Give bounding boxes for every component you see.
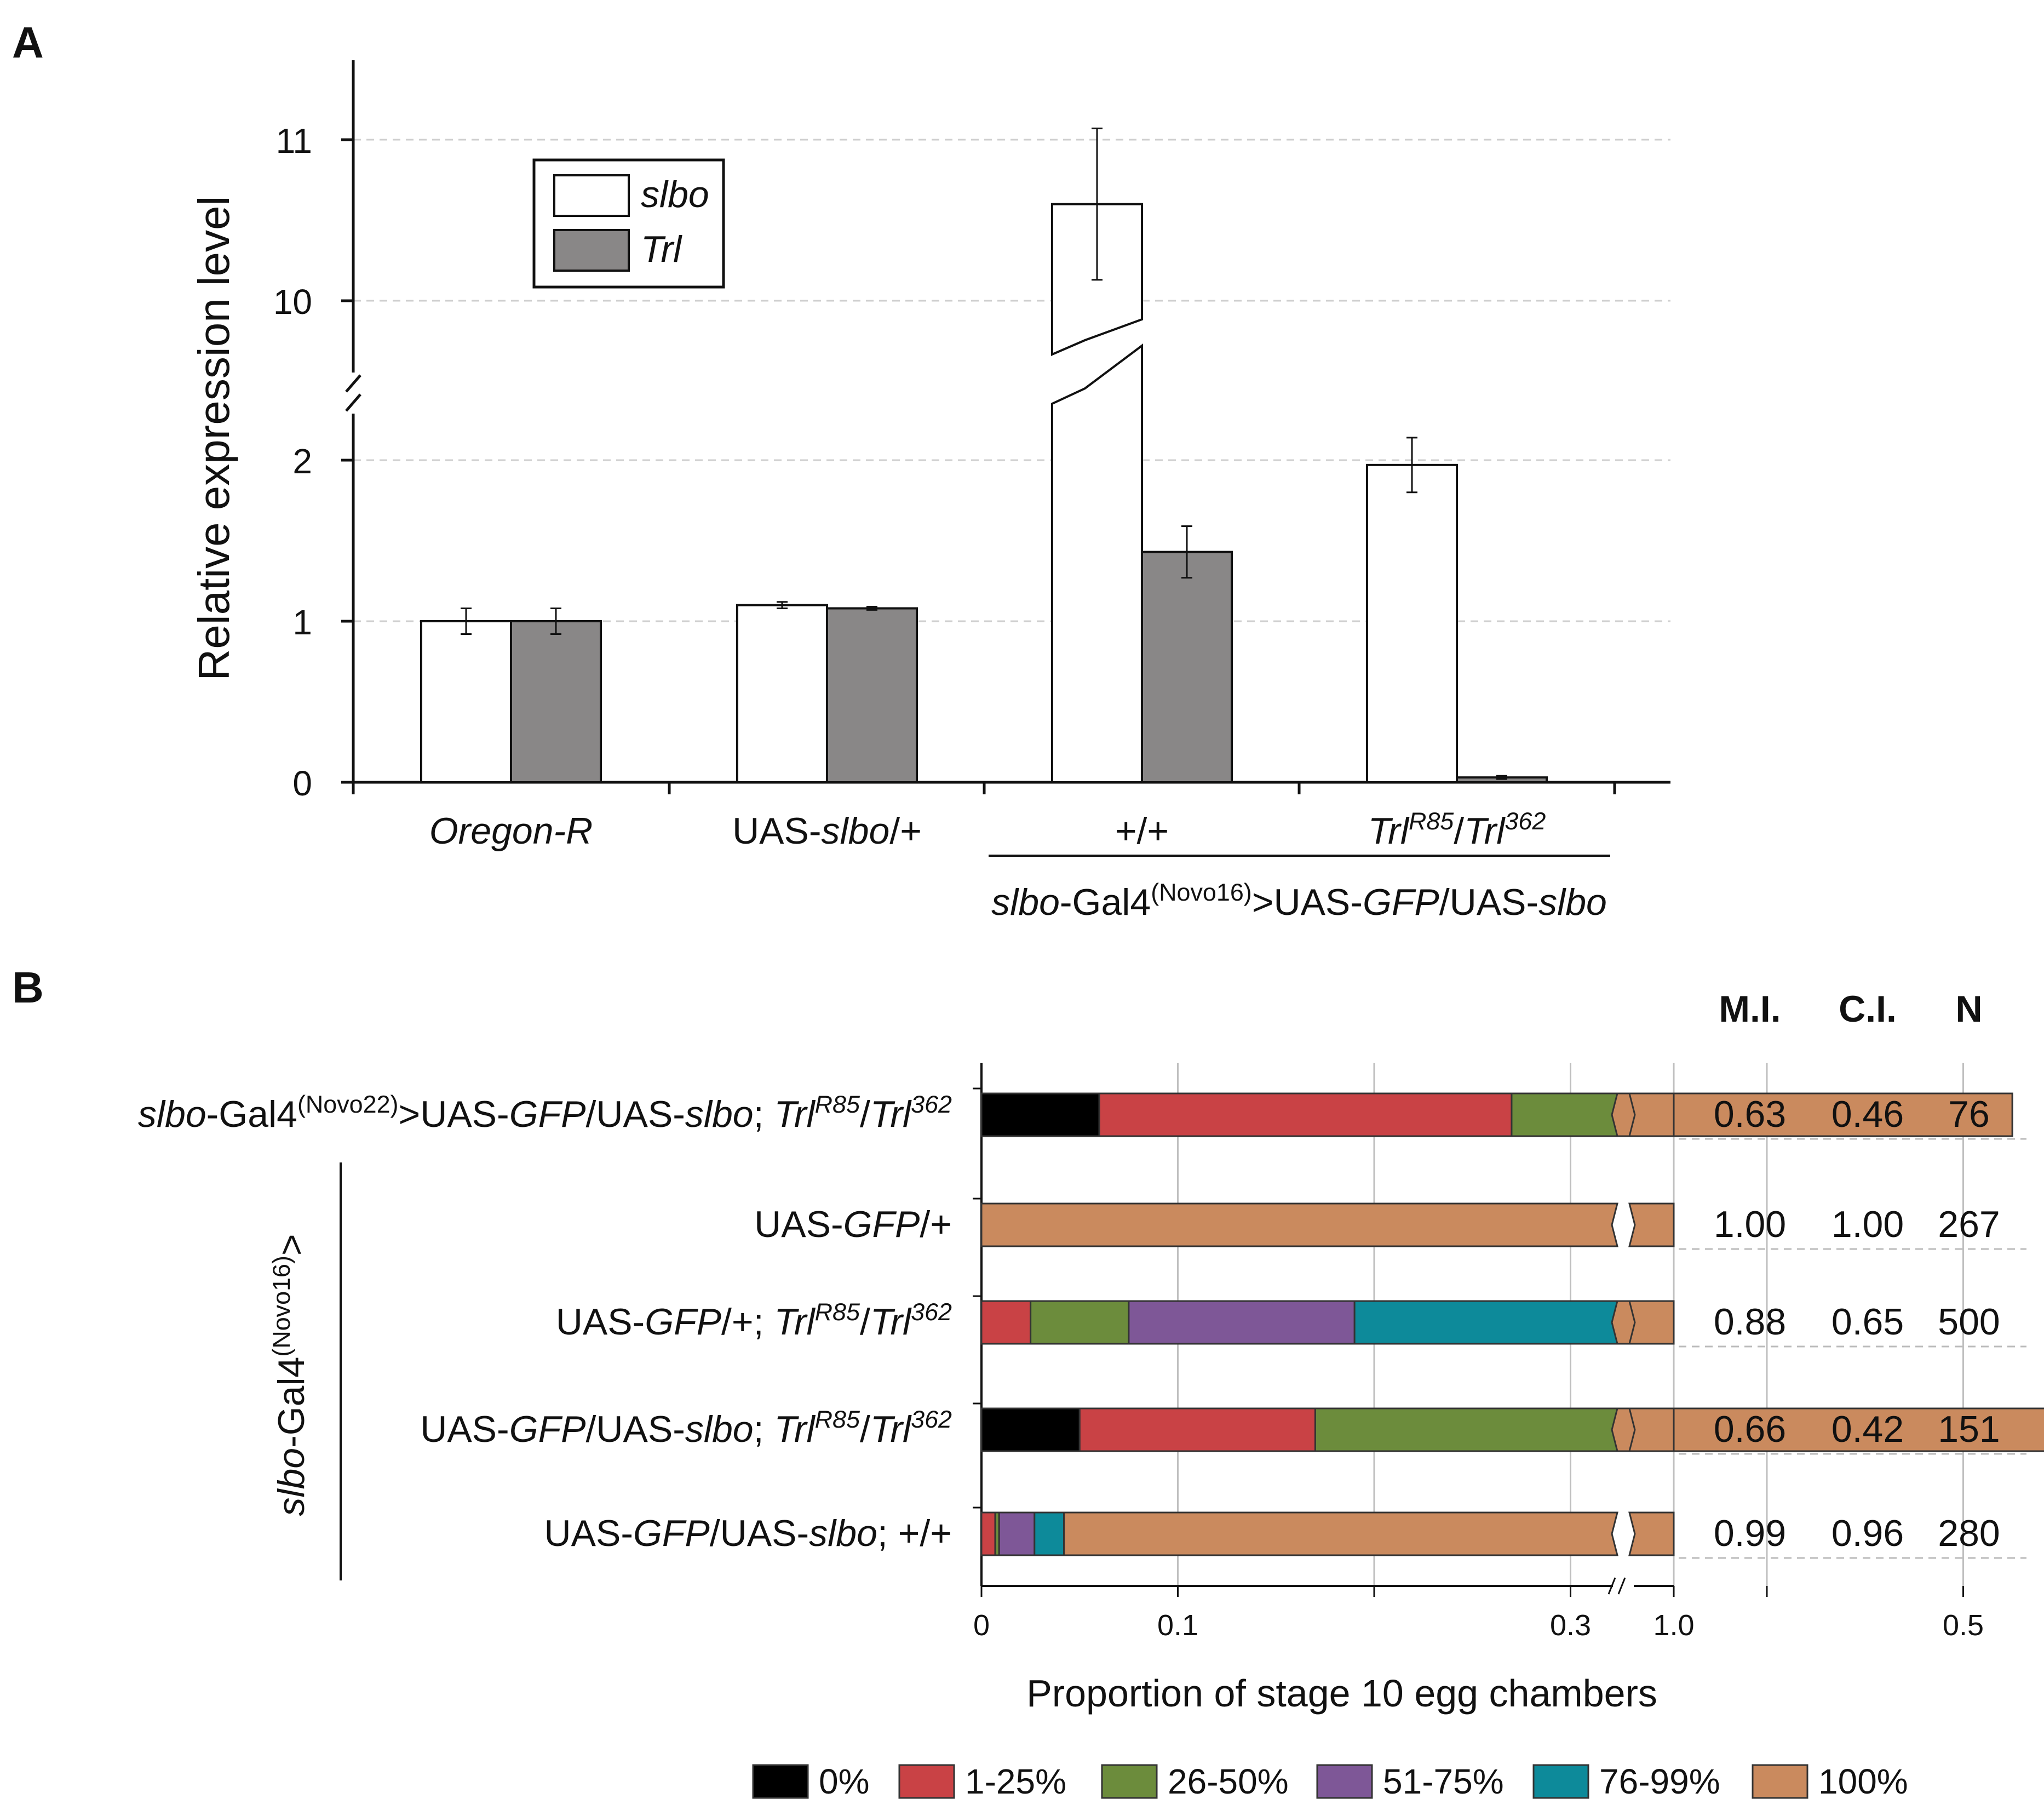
legend-label: 51-75% (1383, 1762, 1504, 1801)
mi-value: 0.66 (1714, 1408, 1786, 1450)
bar-segment-76-99% (1353, 1300, 1660, 1345)
y-tick-label: 10 (273, 282, 312, 322)
legend-swatch (898, 1764, 955, 1799)
panel-b-label: B (12, 963, 44, 1012)
y-tick-label: 0 (292, 764, 312, 803)
bar-segment-1-25% (1098, 1092, 1513, 1137)
legend-label: 26-50% (1168, 1762, 1289, 1801)
bar-segment-26-50% (1314, 1407, 1670, 1452)
group-label: UAS-slbo/+ (732, 810, 922, 852)
bar-lower-slbo (1051, 343, 1143, 783)
bar-segment-51-75% (998, 1511, 1036, 1556)
axis-break-mark (345, 393, 361, 412)
mi-value: 1.00 (1714, 1204, 1786, 1245)
n-value: 280 (1938, 1513, 2000, 1554)
legend-label-Trl: Trl (641, 228, 682, 270)
x-tick-label: 0.3 (1550, 1609, 1591, 1642)
legend-label: 0% (819, 1762, 870, 1801)
row-label: UAS-GFP/+; TrlR85/Trl362 (556, 1298, 952, 1343)
legend-swatch (752, 1764, 809, 1799)
bar-segment-1-25% (980, 1511, 996, 1556)
legend-label: 1-25% (965, 1762, 1066, 1801)
row-label: UAS-GFP/UAS-slbo; +/+ (544, 1513, 952, 1554)
bar-segment-1-25% (980, 1300, 1032, 1345)
row-label: UAS-GFP/UAS-slbo; TrlR85/Trl362 (420, 1405, 952, 1450)
bar-segment-100%-tail (1628, 1300, 1675, 1345)
panel-a-label: A (12, 18, 44, 67)
mi-value: 0.63 (1714, 1093, 1786, 1135)
n-value: 151 (1938, 1408, 2000, 1450)
bar-segment-100% (1063, 1511, 1618, 1556)
bar-Trl (510, 620, 602, 783)
x-tick-label: 1.0 (1653, 1609, 1694, 1642)
legend-swatch-Trl (553, 229, 630, 272)
legend-label-slbo: slbo (641, 174, 709, 215)
panel-b-chart: 0 0.1 0.3 0.5 1.0 Proportion of stage 10 egg … (138, 988, 2044, 1801)
ci-value: 0.65 (1831, 1301, 1904, 1343)
y-tick-label: 11 (276, 121, 312, 161)
bar-segment-0% (980, 1407, 1081, 1452)
legend-swatch (1532, 1764, 1589, 1799)
legend-label: 76-99% (1599, 1762, 1720, 1801)
x-tick-label: 0.5 (1943, 1609, 1984, 1642)
bar-Trl (1141, 551, 1233, 784)
bar-slbo (736, 604, 828, 783)
n-value: 267 (1938, 1204, 2000, 1245)
panel-a-chart: 0 1 2 10 11 Relative expression level Oregon-R… (190, 60, 1670, 923)
side-group-label: slbo-Gal4(Novo16)> (267, 1234, 312, 1516)
ci-value: 0.46 (1831, 1093, 1904, 1135)
bar-segment-1-25% (1078, 1407, 1316, 1452)
y-tick-label: 1 (292, 603, 312, 642)
legend-swatch-slbo (553, 174, 630, 217)
bar-segment-76-99% (1034, 1511, 1065, 1556)
bar-segment-100% (1611, 1407, 2044, 1452)
bar-segment-100%-tail (1628, 1092, 1675, 1137)
group-label: +/+ (1115, 810, 1169, 852)
y-tick-label: 2 (292, 442, 312, 481)
ci-value: 0.96 (1831, 1513, 1904, 1554)
row-label: slbo-Gal4(Novo22)>UAS-GFP/UAS-slbo; TrlR… (138, 1090, 952, 1135)
legend-swatch (1752, 1764, 1808, 1799)
legend-swatch (1101, 1764, 1158, 1799)
x-tick-label: 0.1 (1157, 1609, 1198, 1642)
axis-break-mark (345, 374, 361, 393)
bar-slbo (420, 620, 512, 783)
bracket-label: slbo-Gal4(Novo16)>UAS-GFP/UAS-slbo (991, 878, 1607, 923)
legend-swatch (1316, 1764, 1373, 1799)
ci-value: 1.00 (1831, 1204, 1904, 1245)
n-value: 76 (1948, 1093, 1990, 1135)
bar-Trl (826, 607, 918, 783)
row-label: UAS-GFP/+ (754, 1204, 952, 1245)
y-axis-title: Relative expression level (190, 196, 238, 681)
column-header: C.I. (1839, 988, 1897, 1030)
bar-segment-100%-tail (1628, 1202, 1675, 1247)
x-axis-title: Proportion of stage 10 egg chambers (1026, 1672, 1657, 1715)
legend-label: 100% (1818, 1762, 1908, 1801)
bar-segment-100% (1611, 1092, 2013, 1137)
ci-value: 0.42 (1831, 1408, 1904, 1450)
bar-segment-100%-tail (1628, 1511, 1675, 1556)
x-tick-label: 0 (973, 1609, 990, 1642)
mi-value: 0.99 (1714, 1513, 1786, 1554)
axis-break-mark (1607, 1577, 1626, 1595)
bar-segment-0% (980, 1092, 1100, 1137)
bar-slbo (1366, 463, 1458, 783)
column-header: M.I. (1719, 988, 1781, 1030)
group-label: Oregon-R (429, 810, 593, 852)
n-value: 500 (1938, 1301, 2000, 1343)
bar-segment-51-75% (1128, 1300, 1356, 1345)
bar-segment-26-50% (1030, 1300, 1130, 1345)
column-header: N (1955, 988, 1982, 1030)
bar-segment-100% (980, 1202, 1618, 1247)
mi-value: 0.88 (1714, 1301, 1786, 1343)
group-label: TrlR85/Trl362 (1368, 807, 1546, 852)
bar-segment-100%-tail (1628, 1407, 1675, 1452)
